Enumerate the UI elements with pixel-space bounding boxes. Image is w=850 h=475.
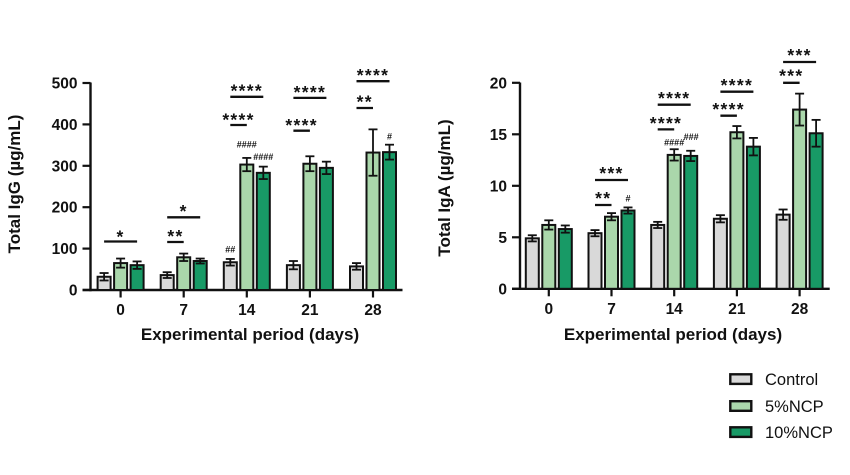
svg-text:10: 10: [490, 178, 507, 195]
svg-text:28: 28: [364, 302, 382, 319]
svg-text:**: **: [595, 188, 611, 208]
svg-text:5%NCP: 5%NCP: [765, 398, 824, 416]
svg-text:14: 14: [238, 302, 256, 319]
svg-text:Experimental period (days): Experimental period (days): [141, 325, 359, 344]
svg-text:10%NCP: 10%NCP: [765, 424, 833, 442]
svg-text:5: 5: [498, 230, 507, 247]
svg-text:21: 21: [301, 302, 319, 319]
svg-text:Control: Control: [765, 371, 818, 389]
svg-text:400: 400: [52, 117, 78, 134]
svg-text:7: 7: [179, 302, 188, 319]
svg-text:***: ***: [599, 163, 623, 183]
svg-text:*: *: [180, 201, 188, 221]
svg-text:****: ****: [721, 75, 753, 95]
svg-text:####: ####: [253, 152, 273, 162]
svg-text:****: ****: [712, 99, 744, 119]
svg-text:Total IgG (µg/mL): Total IgG (µg/mL): [5, 115, 24, 254]
svg-text:Total IgA (µg/mL): Total IgA (µg/mL): [435, 119, 454, 256]
svg-text:****: ****: [294, 82, 326, 102]
svg-text:500: 500: [52, 76, 78, 93]
svg-text:#: #: [625, 194, 630, 204]
svg-text:0: 0: [498, 281, 507, 298]
svg-text:0: 0: [544, 301, 553, 318]
svg-text:***: ***: [787, 45, 811, 65]
svg-text:14: 14: [666, 301, 684, 318]
svg-text:0: 0: [69, 283, 78, 300]
svg-text:****: ****: [357, 65, 389, 85]
svg-text:15: 15: [490, 127, 508, 144]
svg-text:Experimental period (days): Experimental period (days): [564, 325, 782, 344]
svg-text:7: 7: [607, 301, 616, 318]
svg-text:200: 200: [52, 200, 78, 217]
svg-text:***: ***: [779, 66, 803, 86]
svg-text:21: 21: [728, 301, 746, 318]
svg-text:300: 300: [52, 158, 78, 175]
svg-text:####: ####: [664, 138, 684, 148]
svg-text:####: ####: [237, 139, 257, 149]
svg-text:**: **: [357, 92, 373, 112]
svg-text:**: **: [167, 226, 183, 246]
svg-text:#: #: [387, 132, 392, 142]
svg-text:****: ****: [222, 110, 254, 130]
svg-text:****: ****: [650, 113, 682, 133]
svg-text:****: ****: [231, 81, 263, 101]
svg-text:****: ****: [285, 115, 317, 135]
svg-text:###: ###: [684, 132, 699, 142]
svg-text:20: 20: [490, 75, 507, 92]
svg-text:0: 0: [116, 302, 125, 319]
svg-text:****: ****: [658, 88, 690, 108]
svg-text:##: ##: [225, 245, 235, 255]
svg-text:*: *: [117, 227, 125, 247]
svg-text:28: 28: [791, 301, 809, 318]
svg-text:100: 100: [52, 241, 78, 258]
